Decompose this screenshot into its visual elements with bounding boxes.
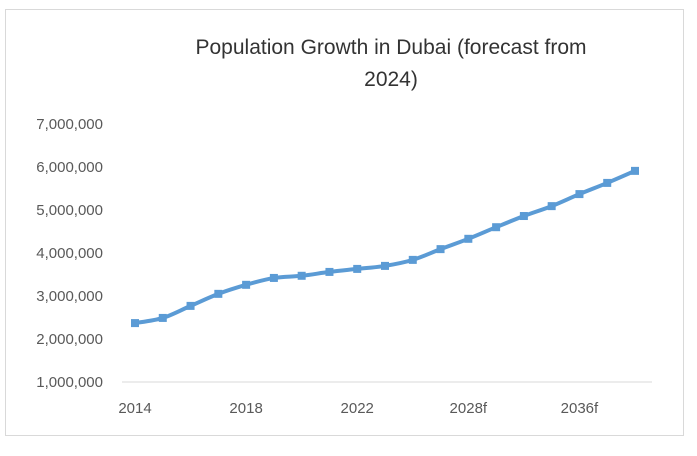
y-tick-label: 5,000,000 xyxy=(36,202,103,219)
data-point-marker xyxy=(436,245,445,254)
y-tick-label: 6,000,000 xyxy=(36,159,103,176)
data-point-marker xyxy=(269,273,278,282)
y-tick-label: 1,000,000 xyxy=(36,374,103,391)
data-point-marker xyxy=(297,271,306,280)
x-tick-label: 2028f xyxy=(450,400,488,417)
data-point-marker xyxy=(631,166,639,175)
x-tick-label: 2036f xyxy=(561,400,599,417)
data-point-marker xyxy=(242,280,251,289)
data-point-marker xyxy=(603,178,612,187)
x-tick-label: 2018 xyxy=(229,400,262,417)
y-tick-label: 2,000,000 xyxy=(36,331,103,348)
chart-frame xyxy=(5,9,684,436)
chart-title-line-2: 2024) xyxy=(364,68,418,91)
data-point-marker xyxy=(519,212,528,221)
data-point-marker xyxy=(131,319,139,328)
chart-title-line-1: Population Growth in Dubai (forecast fro… xyxy=(195,36,586,59)
y-tick-label: 7,000,000 xyxy=(36,116,103,133)
data-point-marker xyxy=(381,261,389,270)
data-point-marker xyxy=(325,267,334,276)
y-tick-label: 4,000,000 xyxy=(36,245,103,262)
data-point-marker xyxy=(575,190,584,199)
data-point-marker xyxy=(158,313,167,322)
series-line-population xyxy=(133,168,637,326)
data-point-marker xyxy=(186,301,195,310)
data-point-marker xyxy=(492,223,501,232)
data-point-marker xyxy=(214,289,223,298)
y-tick-label: 3,000,000 xyxy=(36,288,103,305)
data-point-marker xyxy=(408,255,417,264)
data-point-marker xyxy=(547,202,556,211)
data-point-marker xyxy=(353,264,362,273)
x-tick-label: 2014 xyxy=(118,400,151,417)
data-point-marker xyxy=(464,234,473,243)
x-tick-label: 2022 xyxy=(341,400,374,417)
